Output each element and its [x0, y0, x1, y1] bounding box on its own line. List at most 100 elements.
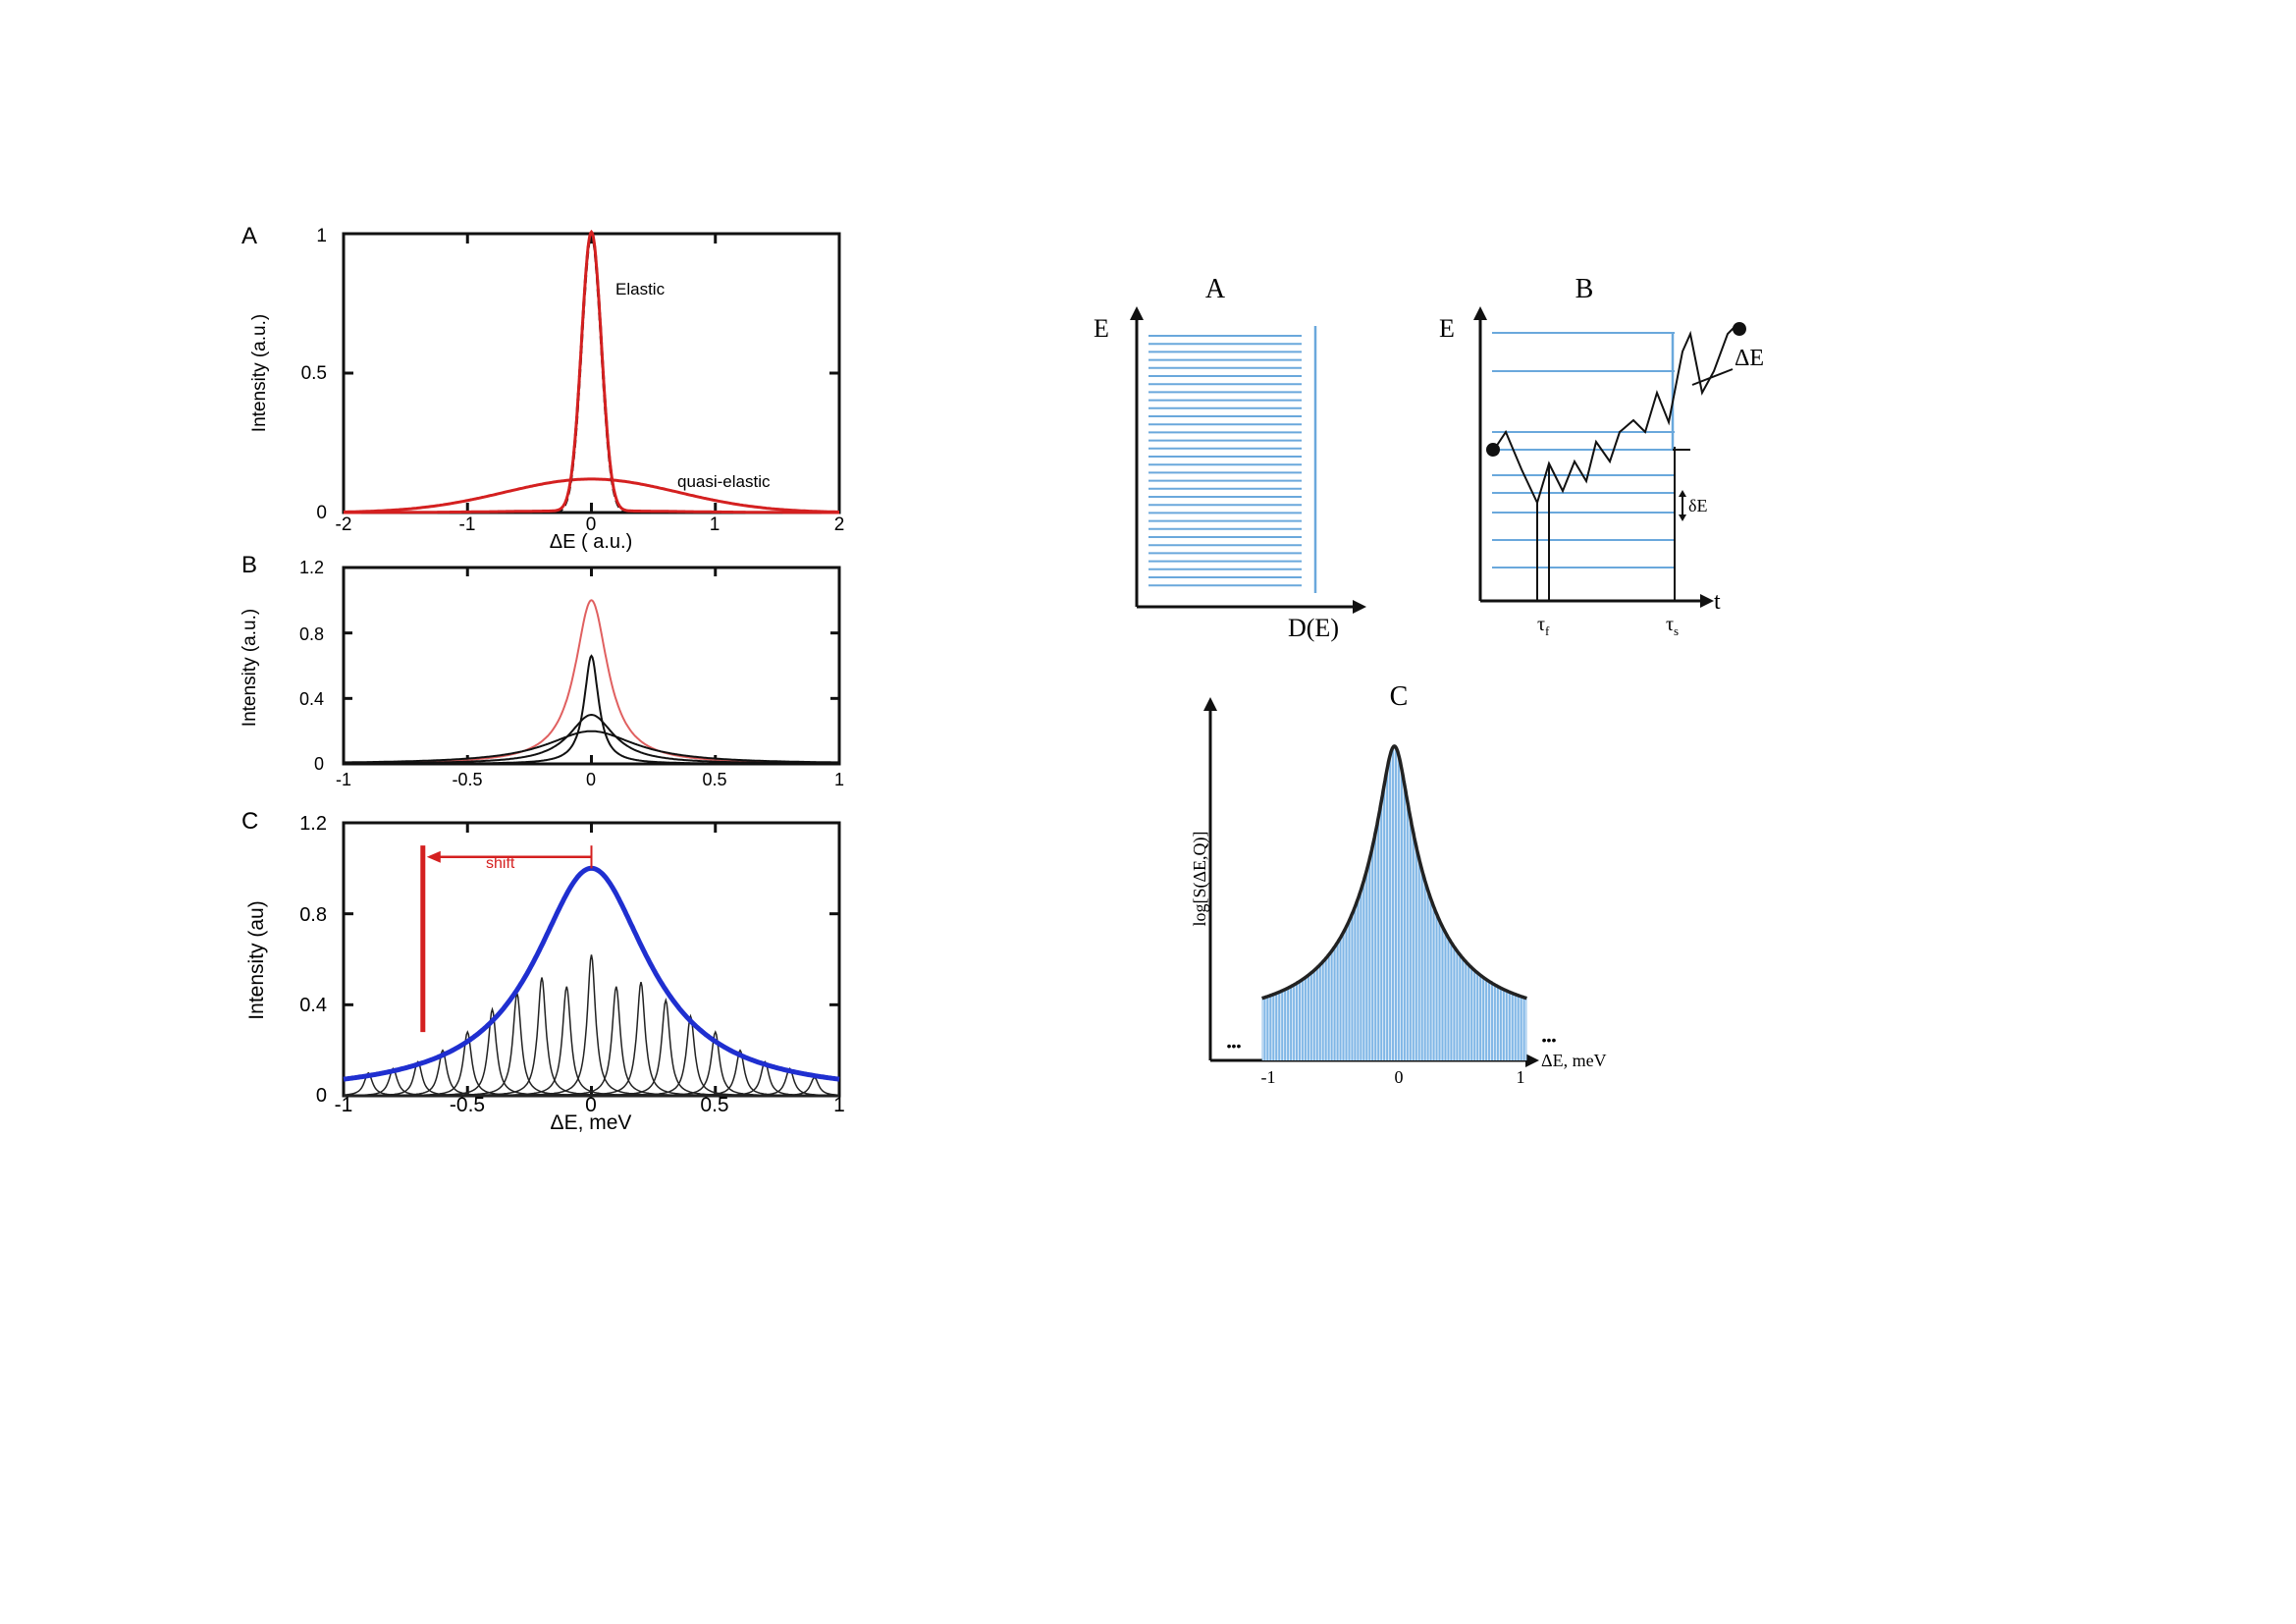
panel-a-label: A [241, 223, 257, 249]
right-b-label: B [1575, 274, 1594, 304]
panel-b-xtick-label: 1 [834, 770, 844, 789]
right-c-xtick-label: 1 [1517, 1067, 1525, 1087]
panel-a-curves [344, 229, 839, 514]
panel-a-xtick-label: 2 [834, 514, 845, 535]
panel-b-ytick-labels: 0 0.4 0.8 1.2 [299, 558, 324, 774]
right-c-xtick-label: -1 [1261, 1067, 1276, 1087]
elastic-curve-dashed [344, 231, 839, 514]
tau-f-label: τf [1537, 614, 1550, 638]
panel-a-xlabel: ΔE ( a.u.) [550, 531, 633, 553]
delta-small-arrow-down [1679, 514, 1686, 521]
panel-a-xtick-label: -2 [336, 514, 352, 535]
tau-s-symbol: τ [1666, 614, 1674, 635]
panel-c-ylabel: Intensity (au) [245, 900, 268, 1019]
quasi-elastic-curve [344, 477, 839, 514]
left-panel-b: B Intensity (a.u.) -1 -0.5 0 0.5 1 0 0.4… [240, 552, 844, 789]
left-panel-c: C Intensity (au) ΔE, meV -1 -0.5 0 0.5 1… [241, 808, 845, 1134]
panel-a-xtick-label: -1 [459, 514, 476, 535]
right-c-xlabel: ΔE, meV [1541, 1051, 1607, 1070]
panel-a-ytick-label: 0.5 [301, 363, 327, 384]
component-peak [344, 977, 839, 1097]
component-peak [344, 1076, 840, 1097]
delta-e-leader [1691, 368, 1734, 386]
panel-a-xtick-label: 1 [710, 514, 721, 535]
panel-b-frame [342, 566, 841, 766]
delta-small-label: δE [1688, 496, 1707, 515]
component-peak [344, 986, 839, 1097]
elastic-annotation: Elastic [615, 280, 666, 298]
panel-a-xtick-labels: -2 -1 0 1 2 [336, 514, 845, 535]
right-b-x-arrow [1700, 594, 1714, 608]
panel-b-xtick-label: -1 [336, 770, 351, 789]
spectrum-envelope [1261, 744, 1527, 1001]
panel-b-xtick-label: 0 [586, 770, 596, 789]
end-point [1733, 322, 1746, 336]
tau-f-subscript: f [1545, 623, 1550, 638]
right-a-x-arrow [1353, 600, 1366, 614]
panel-b-ytick-label: 0.4 [299, 689, 324, 709]
random-walk-trajectory [1493, 323, 1738, 506]
panel-a-xtick-label: 0 [586, 514, 597, 535]
right-b-y-arrow [1473, 306, 1487, 320]
start-point [1486, 443, 1500, 457]
delta-e-label: ΔE [1735, 346, 1764, 371]
panel-a-ylabel: Intensity (a.u.) [249, 314, 270, 432]
component-peak [344, 1006, 839, 1097]
left-panel-a: A Intensity (a.u.) ΔE ( a.u.) -2 -1 0 1 … [241, 223, 844, 553]
right-a-label: A [1205, 274, 1226, 304]
sum-curve [344, 599, 839, 764]
component-curve [343, 730, 840, 764]
delta-small-arrow-up [1679, 490, 1686, 497]
panel-c-ytick-label: 0.8 [299, 904, 327, 926]
panel-a-ytick-label: 0 [316, 503, 327, 523]
right-c-xtick-label: 0 [1395, 1067, 1404, 1087]
right-a-ylabel: E [1094, 314, 1109, 343]
right-panel-b: B E t ΔE δE τf τs [1439, 274, 1764, 638]
panel-c-xtick-label: 0.5 [700, 1094, 728, 1116]
tau-s-label: τs [1666, 614, 1679, 638]
panel-c-xtick-label: -0.5 [450, 1094, 485, 1116]
component-curve [344, 713, 839, 765]
right-panel-c: C log[S(ΔE,Q)] ΔE, meV -1 0 1 ••• ••• [1190, 681, 1607, 1087]
right-b-ylabel: E [1439, 314, 1455, 343]
panel-c-xlabel: ΔE, meV [551, 1111, 632, 1134]
panel-c-xtick-label: 1 [833, 1094, 845, 1116]
right-a-levels [1148, 326, 1317, 593]
panel-b-xtick-label: 0.5 [702, 770, 726, 789]
right-c-x-arrow [1525, 1054, 1539, 1067]
shift-annotation: shift [486, 855, 515, 872]
panel-c-ytick-label: 0.4 [299, 995, 327, 1016]
tau-s-subscript: s [1674, 623, 1679, 638]
panel-a-ytick-label: 1 [316, 226, 327, 246]
right-c-y-arrow [1203, 697, 1217, 711]
panel-a-frame [342, 232, 841, 514]
component-peak [344, 990, 839, 1097]
right-c-area [1261, 744, 1527, 1060]
right-b-levels [1492, 332, 1675, 568]
panel-c-xtick-label: -1 [335, 1094, 353, 1116]
component-peak [344, 997, 839, 1097]
shift-arrow-head [426, 850, 441, 863]
component-peak [344, 982, 839, 1097]
right-c-label: C [1390, 681, 1409, 712]
panel-b-curves [343, 599, 840, 765]
elastic-curve [344, 229, 839, 514]
component-peak [344, 954, 839, 1097]
panel-c-ytick-label: 0 [316, 1085, 327, 1107]
right-panel-a: A E D(E) [1094, 274, 1366, 642]
right-b-xlabel: t [1714, 589, 1721, 615]
panel-c-curves [343, 845, 840, 1097]
right-c-dots-left: ••• [1227, 1038, 1242, 1054]
component-peak [344, 1013, 839, 1097]
envelope-curve [343, 865, 840, 1082]
panel-b-xtick-label: -0.5 [452, 770, 482, 789]
panel-c-label: C [241, 808, 258, 835]
panel-b-xtick-labels: -1 -0.5 0 0.5 1 [336, 770, 844, 789]
panel-b-ytick-label: 0.8 [299, 624, 324, 644]
panel-a-ticks [342, 232, 841, 514]
panel-b-label: B [241, 552, 257, 578]
quasi-elastic-annotation: quasi-elastic [677, 472, 771, 491]
panel-c-xtick-labels: -1 -0.5 0 0.5 1 [335, 1094, 845, 1116]
right-c-ylabel: log[S(ΔE,Q)] [1190, 831, 1210, 926]
